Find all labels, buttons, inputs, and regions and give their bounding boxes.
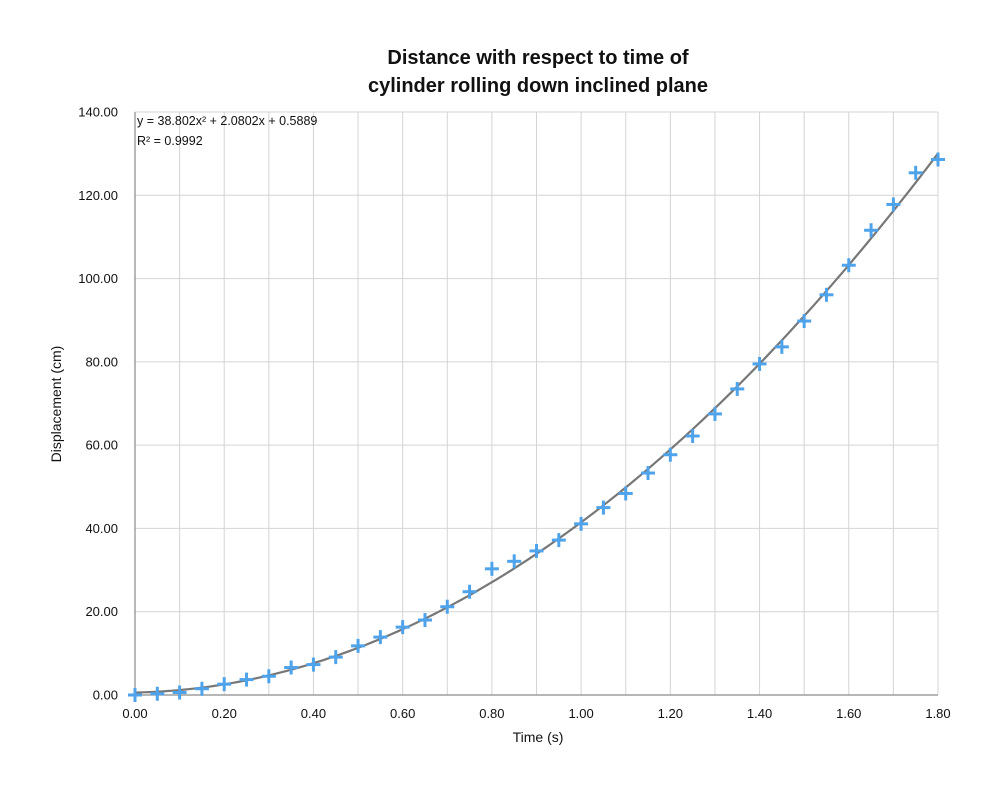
- data-point: [707, 406, 722, 421]
- data-point: [395, 620, 410, 635]
- tick-layer: 0.00 0.20 0.40 0.60 0.80 1.00 1.20 1.40 1.60 1.80…: [78, 105, 950, 722]
- data-point: [239, 672, 254, 687]
- data-point: [685, 428, 700, 443]
- y-tick-label: 120.00: [78, 188, 118, 203]
- y-tick-label: 40.00: [85, 521, 118, 536]
- data-point: [484, 561, 499, 576]
- data-point: [261, 669, 276, 684]
- x-tick-label: 1.40: [747, 706, 772, 721]
- y-tick-label: 140.00: [78, 105, 118, 120]
- x-tick-label: 1.80: [925, 706, 950, 721]
- x-tick-label: 0.20: [212, 706, 237, 721]
- x-tick-label: 1.00: [568, 706, 593, 721]
- data-point: [507, 554, 522, 569]
- data-point: [551, 533, 566, 548]
- trendline-r-squared: R² = 0.9992: [137, 134, 203, 148]
- data-point: [194, 681, 209, 696]
- data-point: [641, 466, 656, 481]
- x-tick-label: 0.60: [390, 706, 415, 721]
- y-tick-label: 60.00: [85, 438, 118, 453]
- trendline-equation: y = 38.802x² + 2.0802x + 0.5889: [137, 114, 317, 128]
- data-point: [730, 381, 745, 396]
- data-point: [462, 584, 477, 599]
- data-point: [886, 197, 901, 212]
- x-tick-label: 0.80: [479, 706, 504, 721]
- x-tick-label: 0.00: [122, 706, 147, 721]
- data-point: [306, 657, 321, 672]
- data-point: [373, 630, 388, 645]
- data-point: [417, 613, 432, 628]
- y-axis-title: Displacement (cm): [48, 346, 64, 463]
- data-point: [618, 486, 633, 501]
- data-point: [841, 258, 856, 273]
- chart-title-line-2: cylinder rolling down inclined plane: [368, 75, 708, 97]
- data-point: [351, 638, 366, 653]
- axis-layer: [134, 112, 938, 696]
- data-point: [797, 314, 812, 329]
- data-point: [328, 650, 343, 665]
- y-tick-label: 100.00: [78, 271, 118, 286]
- data-point: [864, 223, 879, 238]
- data-point: [596, 500, 611, 515]
- y-tick-label: 80.00: [85, 354, 118, 369]
- y-tick-label: 0.00: [93, 688, 118, 703]
- data-point: [172, 685, 187, 700]
- data-point: [284, 660, 299, 675]
- marker-layer: [128, 152, 945, 702]
- x-axis-title: Time (s): [513, 729, 564, 745]
- data-point: [774, 339, 789, 354]
- data-point: [908, 165, 923, 180]
- y-tick-label: 20.00: [85, 604, 118, 619]
- data-point: [217, 677, 232, 692]
- data-point: [150, 686, 165, 701]
- x-tick-label: 0.40: [301, 706, 326, 721]
- data-point: [819, 287, 834, 302]
- data-point: [931, 152, 945, 167]
- grid-layer: [134, 111, 939, 696]
- data-point: [128, 688, 142, 702]
- chart-title-line-1: Distance with respect to time of: [387, 47, 689, 69]
- data-point: [529, 543, 544, 558]
- x-tick-label: 1.60: [836, 706, 861, 721]
- data-point: [574, 516, 589, 531]
- x-tick-label: 1.20: [658, 706, 683, 721]
- data-point: [752, 356, 767, 371]
- data-point: [663, 447, 678, 462]
- data-point: [440, 599, 455, 614]
